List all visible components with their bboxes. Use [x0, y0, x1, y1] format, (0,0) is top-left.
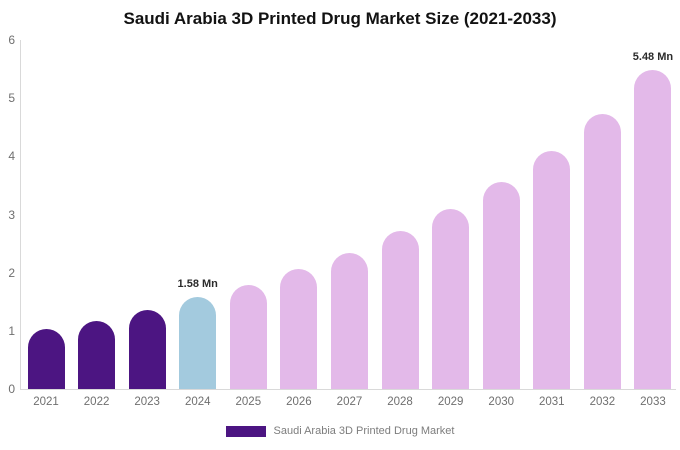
bar-2030 [482, 182, 520, 389]
y-tick-label-0: 0 [8, 382, 15, 396]
bar-2025 [229, 285, 267, 389]
bar-2021 [27, 329, 65, 389]
x-axis-label-2026: 2026 [286, 396, 312, 408]
x-axis-label-2024: 2024 [184, 396, 211, 408]
legend-label: Saudi Arabia 3D Printed Drug Market [273, 425, 455, 437]
x-axis-label-2021: 2021 [33, 396, 59, 408]
bar-2027 [330, 253, 368, 389]
y-tick-label-5: 5 [8, 91, 15, 106]
bar-2032 [583, 114, 621, 389]
bar-2031 [533, 151, 571, 389]
y-tick-label-1: 1 [8, 323, 15, 338]
bar-value-label-2024: 1.58 Mn [177, 278, 218, 290]
y-axis-line [20, 40, 21, 389]
x-axis-label-2025: 2025 [235, 396, 262, 408]
bar-2033 [634, 70, 672, 389]
x-axis-label-2030: 2030 [488, 396, 515, 408]
legend: Saudi Arabia 3D Printed Drug Market [0, 425, 680, 437]
chart-title: Saudi Arabia 3D Printed Drug Market Size… [123, 9, 557, 28]
plot-area: 1.58 Mn 5.48 Mn [20, 40, 676, 390]
bar-2026 [280, 269, 318, 389]
legend-swatch [225, 425, 266, 437]
y-tick-label-3: 3 [8, 207, 15, 222]
bar-2028 [381, 231, 419, 389]
bar-value-label-2033: 5.48 Mn [632, 51, 674, 63]
y-tick-label-4: 4 [8, 149, 15, 164]
bar-2022 [78, 321, 116, 389]
x-axis-label-2023: 2023 [134, 396, 160, 408]
x-axis-label-2022: 2022 [83, 396, 110, 408]
x-axis-label-2031: 2031 [539, 396, 565, 408]
bar-2023 [128, 310, 166, 389]
y-tick-label-6: 6 [8, 33, 15, 47]
x-axis-label-2033: 2033 [640, 396, 666, 408]
bar-2029 [432, 209, 470, 389]
x-axis-label-2027: 2027 [336, 396, 363, 408]
y-tick-label-2: 2 [8, 265, 15, 280]
x-axis-label-2028: 2028 [387, 396, 413, 408]
x-axis-label-2029: 2029 [437, 396, 464, 408]
x-axis-line [20, 389, 676, 390]
bar-2024 [179, 297, 217, 389]
x-axis-label-2032: 2032 [589, 396, 616, 408]
